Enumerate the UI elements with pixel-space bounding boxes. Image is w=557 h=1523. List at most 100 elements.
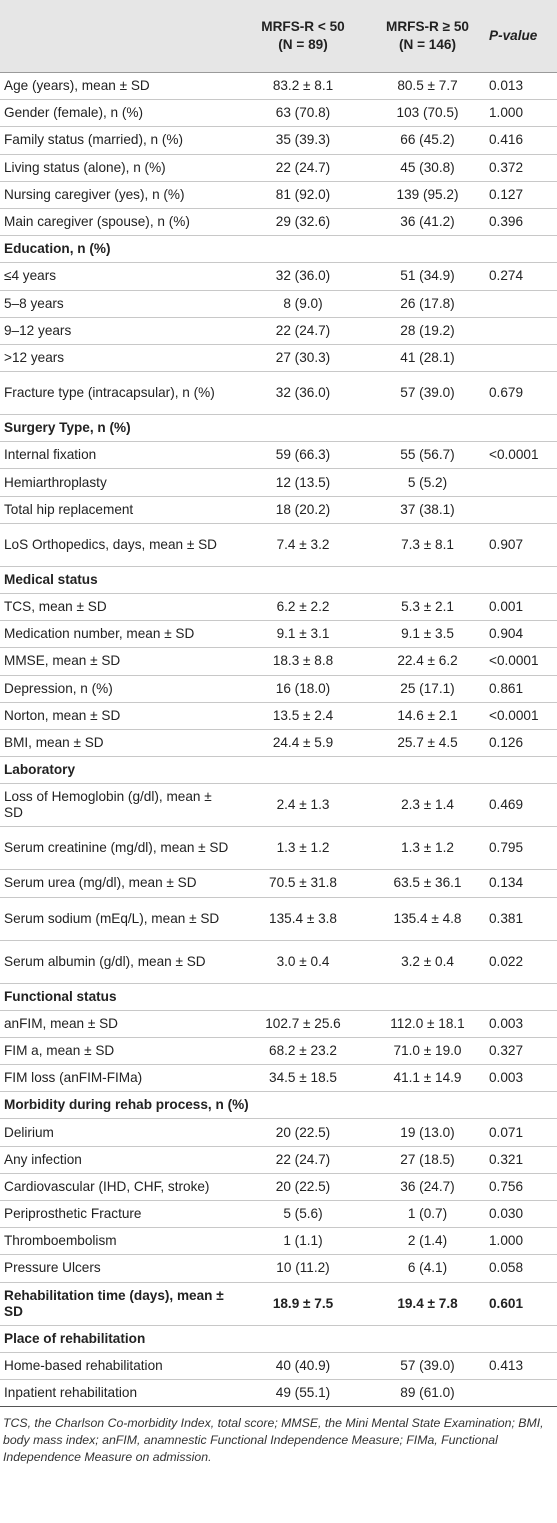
table-row: 9–12 years 22 (24.7) 28 (19.2) [0,317,557,345]
row-label: Thromboembolism [0,1227,238,1256]
table-row: Gender (female), n (%) 63 (70.8) 103 (70.5… [0,99,557,128]
row-label: Any infection [0,1146,238,1174]
value-group-low: 68.2 ± 23.2 [238,1037,368,1066]
table-row: Rehabilitation time (days), mean ± SD 18.… [0,1282,557,1326]
table-row: Serum albumin (g/dl), mean ± SD 3.0 ± 0.4… [0,940,557,984]
p-value [487,1379,557,1408]
table-row: 5–8 years 8 (9.0) 26 (17.8) [0,290,557,318]
value-group-low: 40 (40.9) [238,1352,368,1380]
p-value: 0.013 [487,72,557,101]
table-row: anFIM, mean ± SD 102.7 ± 25.6 112.0 ± 18.1… [0,1010,557,1038]
row-label: Medication number, mean ± SD [0,620,238,649]
row-label: Cardiovascular (IHD, CHF, stroke) [0,1173,238,1202]
value-group-high: 25.7 ± 4.5 [368,729,487,758]
header-pvalue: P-value [487,0,557,73]
value-group-high: 3.2 ± 0.4 [368,940,487,984]
table-row: Loss of Hemoglobin (g/dl), mean ± SD 2.4 … [0,783,557,828]
value-group-high: 36 (41.2) [368,208,487,237]
value-group-low: 83.2 ± 8.1 [238,72,368,101]
value-group-low: 1 (1.1) [238,1227,368,1256]
table-row: Serum urea (mg/dl), mean ± SD 70.5 ± 31.8… [0,869,557,898]
value-group-low: 16 (18.0) [238,675,368,703]
value-group-high: 9.1 ± 3.5 [368,620,487,649]
table-row: Total hip replacement 18 (20.2) 37 (38.1) [0,496,557,524]
row-label: Hemiarthroplasty [0,468,238,497]
value-group-high: 19 (13.0) [368,1118,487,1147]
row-label: Delirium [0,1118,238,1147]
header-group-low-name: MRFS-R < 50 [261,19,345,34]
table-row: TCS, mean ± SD 6.2 ± 2.2 5.3 ± 2.1 0.001 [0,593,557,622]
p-value: 0.030 [487,1200,557,1229]
value-group-low: 8 (9.0) [238,290,368,318]
value-group-low: 20 (22.5) [238,1118,368,1147]
value-group-high: 26 (17.8) [368,290,487,318]
p-value: <0.0001 [487,441,557,470]
table-row: Delirium 20 (22.5) 19 (13.0) 0.071 [0,1118,557,1147]
row-label: Living status (alone), n (%) [0,154,238,182]
p-value: 0.381 [487,897,557,941]
value-group-low: 81 (92.0) [238,181,368,209]
value-group-high: 80.5 ± 7.7 [368,72,487,101]
value-group-high: 45 (30.8) [368,154,487,182]
section-header-row: Surgery Type, n (%) [0,414,557,443]
table-row: BMI, mean ± SD 24.4 ± 5.9 25.7 ± 4.5 0.126 [0,729,557,758]
table-header: MRFS-R < 50 (N = 89) MRFS-R ≥ 50 (N = 14… [0,0,557,73]
row-label: Periprosthetic Fracture [0,1200,238,1229]
table-row: Family status (married), n (%) 35 (39.3) 6… [0,126,557,155]
value-group-low: 22 (24.7) [238,317,368,345]
value-group-low: 13.5 ± 2.4 [238,702,368,730]
table-figure: MRFS-R < 50 (N = 89) MRFS-R ≥ 50 (N = 14… [0,0,557,1464]
table-row: Internal fixation 59 (66.3) 55 (56.7) <0.00… [0,441,557,470]
p-value: 0.126 [487,729,557,758]
table-row: Serum sodium (mEq/L), mean ± SD 135.4 ± 3… [0,897,557,941]
header-group-high: MRFS-R ≥ 50 (N = 146) [368,0,487,73]
row-label: LoS Orthopedics, days, mean ± SD [0,523,238,567]
p-value: 0.469 [487,783,557,828]
p-value: <0.0001 [487,647,557,676]
value-group-high: 135.4 ± 4.8 [368,897,487,941]
value-group-low: 1.3 ± 1.2 [238,826,368,871]
value-group-high: 41 (28.1) [368,344,487,373]
section-header-label: Education, n (%) [0,235,557,264]
value-group-high: 139 (95.2) [368,181,487,209]
value-group-low: 18 (20.2) [238,496,368,524]
row-label: Gender (female), n (%) [0,99,238,128]
value-group-high: 57 (39.0) [368,371,487,416]
value-group-high: 36 (24.7) [368,1173,487,1202]
table-row: Living status (alone), n (%) 22 (24.7) 45 … [0,154,557,182]
p-value: <0.0001 [487,702,557,730]
table-row: Medication number, mean ± SD 9.1 ± 3.1 9.1… [0,620,557,649]
value-group-low: 34.5 ± 18.5 [238,1064,368,1093]
value-group-low: 29 (32.6) [238,208,368,237]
table-row: Fracture type (intracapsular), n (%) 32 (… [0,371,557,416]
p-value: 0.321 [487,1146,557,1174]
row-label: Age (years), mean ± SD [0,72,238,101]
table-row: MMSE, mean ± SD 18.3 ± 8.8 22.4 ± 6.2 <0.00… [0,647,557,676]
table-row: Serum creatinine (mg/dl), mean ± SD 1.3 ±… [0,826,557,871]
p-value: 0.058 [487,1254,557,1283]
p-value: 0.904 [487,620,557,649]
header-label-cell [0,0,238,73]
row-label: Internal fixation [0,441,238,470]
row-label: FIM a, mean ± SD [0,1037,238,1066]
table-row: Inpatient rehabilitation 49 (55.1) 89 (61.… [0,1379,557,1408]
header-pvalue-label: P-value [489,28,538,43]
p-value: 0.413 [487,1352,557,1380]
value-group-high: 63.5 ± 36.1 [368,869,487,898]
section-header-row: Education, n (%) [0,235,557,264]
table-row: FIM a, mean ± SD 68.2 ± 23.2 71.0 ± 19.0 0.… [0,1037,557,1066]
value-group-low: 18.9 ± 7.5 [238,1282,368,1326]
table-row: Hemiarthroplasty 12 (13.5) 5 (5.2) [0,468,557,497]
value-group-high: 37 (38.1) [368,496,487,524]
p-value [487,290,557,318]
value-group-high: 41.1 ± 14.9 [368,1064,487,1093]
value-group-low: 102.7 ± 25.6 [238,1010,368,1038]
value-group-high: 27 (18.5) [368,1146,487,1174]
table-body: Age (years), mean ± SD 83.2 ± 8.1 80.5 ± 7… [0,72,557,1408]
value-group-high: 51 (34.9) [368,262,487,291]
header-group-high-name: MRFS-R ≥ 50 [386,19,469,34]
section-header-row: Morbidity during rehab process, n (%) [0,1091,557,1120]
value-group-high: 28 (19.2) [368,317,487,345]
p-value: 0.861 [487,675,557,703]
p-value: 0.679 [487,371,557,416]
